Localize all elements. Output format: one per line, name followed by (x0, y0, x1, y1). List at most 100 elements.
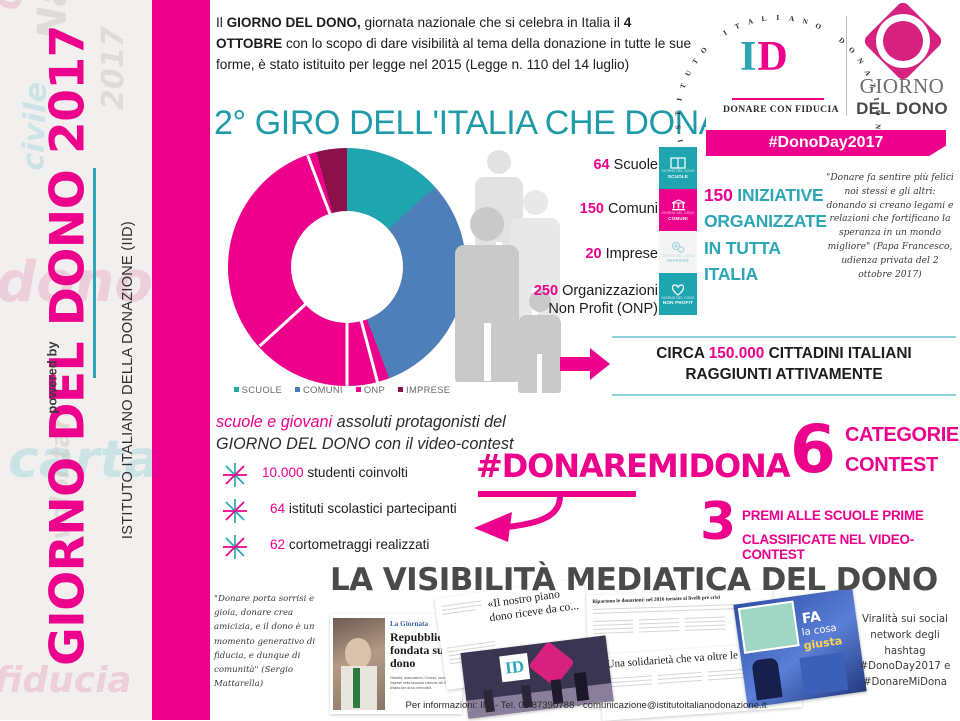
iniziative-line3: IN TUTTA ITALIA (704, 237, 781, 284)
legend-swatch (398, 387, 404, 392)
heart-icon (670, 283, 686, 296)
donut-chart (228, 148, 476, 396)
iid-tagline: DONARE CON FIDUCIA (723, 104, 839, 115)
bullet-label: studenti coinvolti (303, 465, 408, 480)
scuole-giovani-text: scuole e giovani assoluti protagonisti d… (216, 412, 516, 455)
contest-premi-word1: PREMI ALLE SCUOLE PRIME (742, 508, 924, 523)
bullet-text: 64 istituti scolastici partecipanti (270, 501, 457, 516)
sg-line1-pink: scuole e giovani (216, 413, 333, 431)
gdd-line2: DEL DONO (856, 99, 948, 118)
stat-imprese-label: Imprese (605, 246, 658, 262)
person-silhouette-front (455, 207, 519, 382)
legend-label: SCUOLE (241, 384, 282, 395)
legend-swatch (355, 387, 361, 392)
contest-categorie-word2: CONTEST (845, 454, 938, 476)
people-silhouettes (455, 150, 585, 394)
bullet-item: 62 cortometraggi realizzati (222, 532, 512, 568)
circa-pre: CIRCA (656, 345, 709, 362)
sg-line2: GIORNO DEL DONO con il video-contest (216, 434, 514, 453)
contest-premi-number: 3 (700, 492, 737, 552)
badge-column: GIORNO DEL DONO SCUOLE GIORNO DEL DONO C… (659, 147, 697, 315)
iid-letters: ID (740, 34, 789, 80)
viral-text: Viralità sui social network degli hashta… (859, 614, 951, 689)
legend-swatch (295, 387, 300, 392)
stat-onp-number: 250 (533, 283, 559, 299)
badge-comuni: GIORNO DEL DONO COMUNI (659, 189, 697, 231)
logo-divider (846, 16, 848, 116)
circa-block: CIRCA 150.000 CITTADINI ITALIANI RAGGIUN… (612, 344, 956, 386)
legend-item: SCUOLE (233, 384, 282, 395)
badge-comuni-l1: GIORNO DEL DONO (661, 211, 695, 216)
circa-number: 150.000 (708, 345, 765, 362)
stat-onp-label: Organizzazioni (562, 283, 658, 299)
star-bullet-icon (222, 462, 248, 488)
chart-legend: SCUOLE COMUNI ONP IMPRESE (222, 384, 462, 395)
stat-comuni: 150 Comuni (498, 200, 658, 218)
bank-icon (671, 199, 686, 211)
legend-item: ONP (355, 384, 386, 395)
stat-scuole-label: Scuole (613, 157, 658, 173)
badge-imprese-l1: GIORNO DEL DONO (661, 253, 695, 258)
pink-arrow-icon (560, 345, 612, 383)
clipping-kicker: La Giornata (390, 620, 429, 628)
legend-item: IMPRESE (398, 384, 450, 395)
curved-arrow-icon (440, 480, 640, 550)
legend-label: ONP (363, 384, 386, 395)
badge-scuole-l2: SCUOLE (667, 173, 689, 179)
stat-onp: 250 Organizzazioni Non Profit (ONP) (498, 282, 658, 318)
bullet-number: 64 (270, 501, 286, 516)
clipping-body: Cittadini, associazioni, Comuni, scuole … (390, 676, 458, 691)
badge-scuole: GIORNO DEL DONO SCUOLE (659, 147, 697, 189)
intro-p1: Il (216, 15, 227, 30)
intro-paragraph: Il GIORNO DEL DONO, giornata nazionale c… (216, 12, 696, 75)
iniziative-line1: 150 INIZIATIVE (704, 182, 834, 208)
iid-rule (732, 98, 824, 100)
clipping-photo-mattarella (333, 618, 385, 710)
gdd-logo: GIORNO DEL DONO (854, 0, 950, 119)
stat-scuole-number: 64 (593, 157, 610, 173)
clipping-body-text: Cittadini, associazioni, Comuni, scuole … (390, 676, 455, 690)
bullet-text: 62 cortometraggi realizzati (270, 537, 429, 552)
sidebar-divider-line (93, 168, 96, 378)
visibilita-title: LA VISIBILITÀ MEDIATICA DEL DONO (330, 562, 938, 598)
legend-swatch (233, 387, 239, 392)
badge-nonprofit-l1: GIORNO DEL DONO (661, 295, 695, 300)
stat-scuole: 64 Scuole (498, 156, 658, 174)
tv-photo-fa-la-cosa-giusta: FA la cosa giusta (733, 588, 867, 708)
circa-rule-bottom (612, 394, 956, 396)
intro-bold-date: 4 OTTOBRE (216, 15, 632, 52)
donoday-banner: #DonoDay2017 (706, 130, 946, 156)
contest-categorie-word1: CATEGORIE (845, 424, 959, 446)
iniziative-block: 150 INIZIATIVE ORGANIZZATE IN TUTTA ITAL… (704, 182, 834, 287)
stat-comuni-number: 150 (579, 201, 604, 217)
sidebar-institute: ISTITUTO ITALIANO DELLA DONAZIONE (IID) (120, 220, 136, 540)
intro-p3: con lo scopo di dare visibilità al tema … (216, 36, 692, 73)
contest-premi-word2: CLASSIFICATE NEL VIDEO-CONTEST (742, 532, 914, 562)
stat-onp-label2: Non Profit (ONP) (548, 301, 658, 318)
gdd-diamond-icon (861, 0, 945, 83)
donut-separator (345, 267, 349, 386)
bullet-item: 64 istituti scolastici partecipanti (222, 496, 512, 532)
circa-post: CITTADINI ITALIANI (764, 345, 912, 362)
badge-imprese-l2: IMPRESE (666, 258, 690, 264)
clipping-headline-text: Repubblica fondata sul dono (390, 630, 449, 670)
bullet-item: 10.000 studenti coinvolti (222, 460, 512, 496)
stat-imprese: 20 Imprese (498, 245, 658, 263)
stat-comuni-label: Comuni (608, 201, 658, 217)
badge-scuole-l1: GIORNO DEL DONO (661, 169, 695, 174)
giro-title: 2° GIRO DELL'ITALIA CHE DONA (214, 104, 722, 142)
iid-logo: ISTITUTO ITALIANO DONAZIONE ID DONARE CO… (674, 12, 882, 144)
intro-bold-giorno: GIORNO DEL DONO, (226, 15, 361, 30)
badge-nonprofit-l2: NON PROFIT (662, 300, 694, 306)
stat-imprese-number: 20 (585, 246, 602, 262)
star-bullet-icon (222, 534, 248, 560)
quote-papa-francesco: "Donare fa sentire più felici noi stessi… (826, 173, 954, 280)
iniziative-line2: ORGANIZZATE (704, 211, 827, 232)
clipping-headline: Repubblica fondata sul dono (390, 631, 460, 670)
sg-line1-rest: assoluti protagonisti del (332, 413, 506, 431)
legend-label: IMPRESE (406, 384, 451, 395)
badge-imprese: GIORNO DEL DONO IMPRESE (659, 231, 697, 273)
sidebar-pink-strip (152, 0, 210, 720)
gears-icon (670, 241, 686, 254)
badge-nonprofit: GIORNO DEL DONO NON PROFIT (659, 273, 697, 315)
